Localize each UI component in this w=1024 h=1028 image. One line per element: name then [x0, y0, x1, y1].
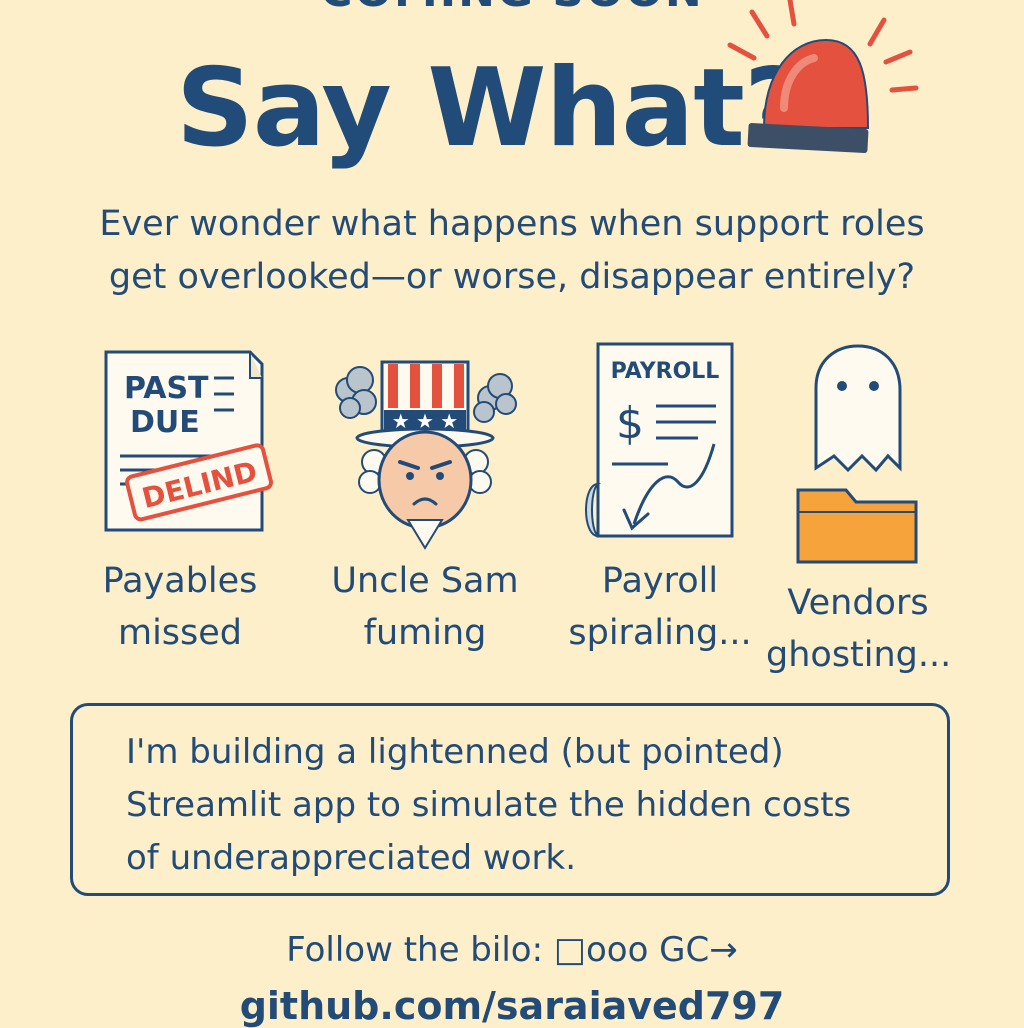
eyebrow-text: COMING SOON — [0, 0, 1024, 17]
message-box — [70, 703, 950, 896]
message-line-2: Streamlit app to simulate the hidden cos… — [126, 785, 852, 825]
caption-line: Vendors — [787, 583, 929, 623]
follow-line: Follow the bilo: □ooo GC→ — [0, 930, 1024, 970]
card-caption-payables: Payables missed — [70, 555, 290, 659]
caption-line: fuming — [363, 613, 487, 653]
message-line-3: of underappreciated work. — [126, 838, 577, 878]
caption-line: Uncle Sam — [331, 561, 519, 601]
uncle-sam-icon: ★ ★ ★ — [335, 360, 517, 550]
caption-line: missed — [117, 613, 243, 653]
payroll-document-icon: PAYROLL $ — [585, 342, 734, 538]
caption-line: spiraling... — [568, 613, 752, 653]
subtitle-line-1: Ever wonder what happens when support ro… — [99, 204, 925, 244]
card-caption-uncle-sam: Uncle Sam fuming — [300, 555, 550, 659]
subtitle: Ever wonder what happens when support ro… — [60, 198, 964, 304]
svg-text:$: $ — [616, 398, 644, 449]
card-caption-payroll: Payroll spiraling... — [560, 555, 760, 659]
caption-line: Payroll — [601, 561, 719, 601]
card-caption-vendors: Vendors ghosting... — [766, 577, 952, 681]
invoice-text-past: PAST — [124, 371, 209, 406]
payroll-doc-text: PAYROLL — [611, 359, 720, 384]
message-text: I'm building a lightenned (but pointed) … — [126, 726, 926, 885]
github-link[interactable]: github.com/saraiaved797 — [239, 984, 785, 1028]
caption-line: ghosting... — [766, 635, 952, 675]
invoice-text-due: DUE — [130, 405, 200, 440]
ghost-folder-icon — [796, 344, 918, 564]
siren-icon — [727, 0, 919, 153]
subtitle-line-2: get overlooked—or worse, disappear entir… — [108, 257, 916, 297]
follow-glyphs: □ooo GC→ — [553, 930, 738, 970]
page-title: Say What? — [176, 46, 807, 171]
caption-line: Payables — [102, 561, 258, 601]
message-line-1: I'm building a lightenned (but pointed) — [126, 732, 784, 772]
past-due-invoice-icon: PAST DUE DELIND — [104, 350, 273, 532]
follow-label: Follow the bilo: — [286, 930, 544, 970]
